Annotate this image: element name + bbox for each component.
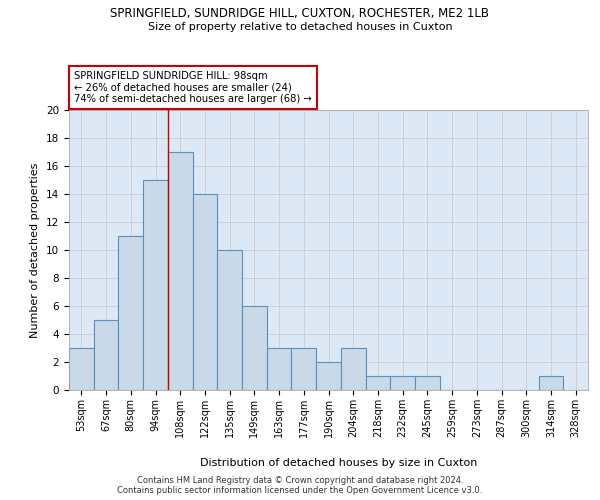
Bar: [217, 250, 242, 390]
Text: SPRINGFIELD, SUNDRIDGE HILL, CUXTON, ROCHESTER, ME2 1LB: SPRINGFIELD, SUNDRIDGE HILL, CUXTON, ROC…: [110, 8, 490, 20]
Bar: [341, 348, 365, 390]
Text: Distribution of detached houses by size in Cuxton: Distribution of detached houses by size …: [200, 458, 478, 468]
Bar: [143, 180, 168, 390]
Bar: [415, 376, 440, 390]
Y-axis label: Number of detached properties: Number of detached properties: [31, 162, 40, 338]
Bar: [168, 152, 193, 390]
Bar: [365, 376, 390, 390]
Text: SPRINGFIELD SUNDRIDGE HILL: 98sqm
← 26% of detached houses are smaller (24)
74% : SPRINGFIELD SUNDRIDGE HILL: 98sqm ← 26% …: [74, 71, 312, 104]
Bar: [292, 348, 316, 390]
Bar: [69, 348, 94, 390]
Bar: [193, 194, 217, 390]
Bar: [316, 362, 341, 390]
Text: Contains HM Land Registry data © Crown copyright and database right 2024.
Contai: Contains HM Land Registry data © Crown c…: [118, 476, 482, 495]
Bar: [242, 306, 267, 390]
Bar: [390, 376, 415, 390]
Bar: [267, 348, 292, 390]
Bar: [94, 320, 118, 390]
Bar: [118, 236, 143, 390]
Bar: [539, 376, 563, 390]
Text: Size of property relative to detached houses in Cuxton: Size of property relative to detached ho…: [148, 22, 452, 32]
